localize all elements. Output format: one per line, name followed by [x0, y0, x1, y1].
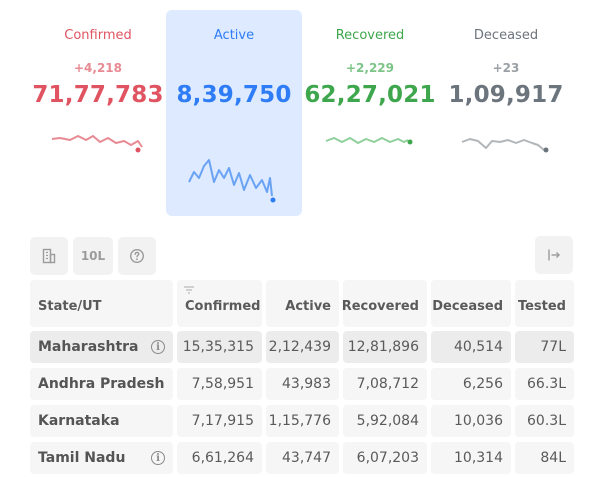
recovered-sparkline	[325, 137, 413, 145]
confirmed-total: 71,77,783	[32, 82, 164, 108]
table-cell-recovered: 7,08,712	[343, 368, 427, 400]
info-icon[interactable]: i	[151, 340, 165, 354]
header-confirmed[interactable]: Confirmed	[177, 280, 262, 327]
info-icon[interactable]: i	[151, 451, 165, 465]
recovered-delta: +2,229	[345, 61, 394, 75]
table-cell-recovered: 12,81,896	[343, 331, 427, 363]
recovered-card[interactable]: Recovered +2,229 62,27,021	[302, 10, 438, 216]
active-label: Active	[213, 28, 255, 43]
table-cell-deceased: 10,036	[431, 405, 511, 437]
active-total: 8,39,750	[176, 82, 292, 108]
table-cell-recovered: 6,07,203	[343, 442, 427, 474]
help-icon	[129, 248, 145, 264]
table-row-state[interactable]: Andhra Pradesh	[30, 368, 173, 400]
header-recovered[interactable]: Recovered	[341, 280, 427, 327]
table-cell-tested: 77L	[515, 331, 574, 363]
deceased-delta: +23	[492, 61, 520, 75]
header-state[interactable]: State/UT	[30, 280, 173, 327]
sort-icon	[184, 286, 194, 294]
building-icon	[42, 248, 56, 264]
table-cell-confirmed: 15,35,315	[177, 331, 262, 363]
deceased-label: Deceased	[473, 28, 539, 43]
table-cell-recovered: 5,92,084	[343, 405, 427, 437]
expand-table-button[interactable]	[535, 236, 573, 274]
header-active[interactable]: Active	[266, 280, 339, 327]
table-cell-confirmed: 7,58,951	[177, 368, 262, 400]
deceased-total: 1,09,917	[448, 82, 564, 108]
arrow-right-bar-icon	[548, 249, 560, 261]
deceased-sparkline	[461, 138, 549, 153]
recovered-total: 62,27,021	[304, 82, 436, 108]
table-cell-deceased: 6,256	[431, 368, 511, 400]
help-button[interactable]	[118, 237, 156, 275]
table-cell-active: 43,983	[266, 368, 339, 400]
lakh-format-button[interactable]: 10L	[73, 237, 113, 275]
header-state-label: State/UT	[38, 299, 102, 314]
table-cell-tested: 66.3L	[515, 368, 574, 400]
recovered-label: Recovered	[335, 28, 405, 43]
lakh-format-label: 10L	[80, 249, 106, 263]
state-name: Maharashtra	[38, 339, 139, 355]
table-cell-confirmed: 6,61,264	[177, 442, 262, 474]
confirmed-card[interactable]: Confirmed +4,218 71,77,783	[30, 10, 166, 216]
confirmed-label: Confirmed	[64, 28, 132, 43]
header-tested-label: Tested	[517, 299, 566, 314]
header-deceased[interactable]: Deceased	[431, 280, 511, 327]
state-name: Tamil Nadu	[38, 450, 126, 466]
table-cell-tested: 60.3L	[515, 405, 574, 437]
header-confirmed-label: Confirmed	[185, 299, 261, 314]
active-card[interactable]: Active 8,39,750	[166, 10, 302, 216]
deceased-card[interactable]: Deceased +23 1,09,917	[438, 10, 574, 216]
table-cell-active: 43,747	[266, 442, 339, 474]
table-row-state[interactable]: Tamil Nadu i	[30, 442, 173, 474]
table-cell-deceased: 40,514	[431, 331, 511, 363]
active-sparkline	[188, 159, 276, 203]
table-cell-tested: 84L	[515, 442, 574, 474]
table-cell-active: 2,12,439	[266, 331, 339, 363]
table-cell-active: 1,15,776	[266, 405, 339, 437]
header-recovered-label: Recovered	[341, 299, 419, 314]
confirmed-delta: +4,218	[73, 61, 122, 75]
state-name: Andhra Pradesh	[38, 376, 165, 392]
table-cell-deceased: 10,314	[431, 442, 511, 474]
state-district-toggle-button[interactable]	[30, 237, 68, 275]
header-tested[interactable]: Tested	[515, 280, 574, 327]
table-cell-confirmed: 7,17,915	[177, 405, 262, 437]
header-deceased-label: Deceased	[432, 299, 503, 314]
confirmed-sparkline	[51, 135, 143, 153]
state-name: Karnataka	[38, 413, 120, 429]
header-active-label: Active	[285, 299, 331, 314]
table-row-state[interactable]: Karnataka	[30, 405, 173, 437]
table-row-state[interactable]: Maharashtra i	[30, 331, 173, 363]
